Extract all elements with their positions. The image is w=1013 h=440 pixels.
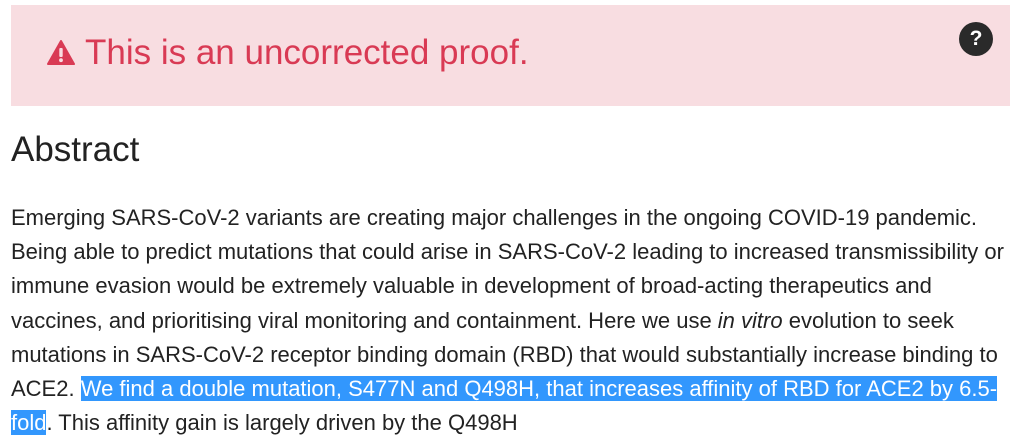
warning-triangle-icon xyxy=(47,40,75,65)
banner-message-text: This is an uncorrected proof. xyxy=(85,33,529,72)
abstract-text-part3: . This affinity gain is largely driven b… xyxy=(46,410,518,436)
abstract-text: Emerging SARS-CoV-2 variants are creatin… xyxy=(11,201,1006,440)
abstract-text-part2: evolution to seek mutations in SARS-CoV-… xyxy=(11,307,998,402)
question-icon[interactable]: ? xyxy=(959,22,993,56)
banner-message: This is an uncorrected proof. xyxy=(47,31,529,75)
abstract-text-part1: Emerging SARS-CoV-2 variants are creatin… xyxy=(11,205,1004,333)
section-heading: Abstract xyxy=(11,130,140,169)
uncorrected-proof-banner: This is an uncorrected proof. ? xyxy=(11,5,1010,106)
abstract-italic-text: in vitro xyxy=(717,307,783,333)
